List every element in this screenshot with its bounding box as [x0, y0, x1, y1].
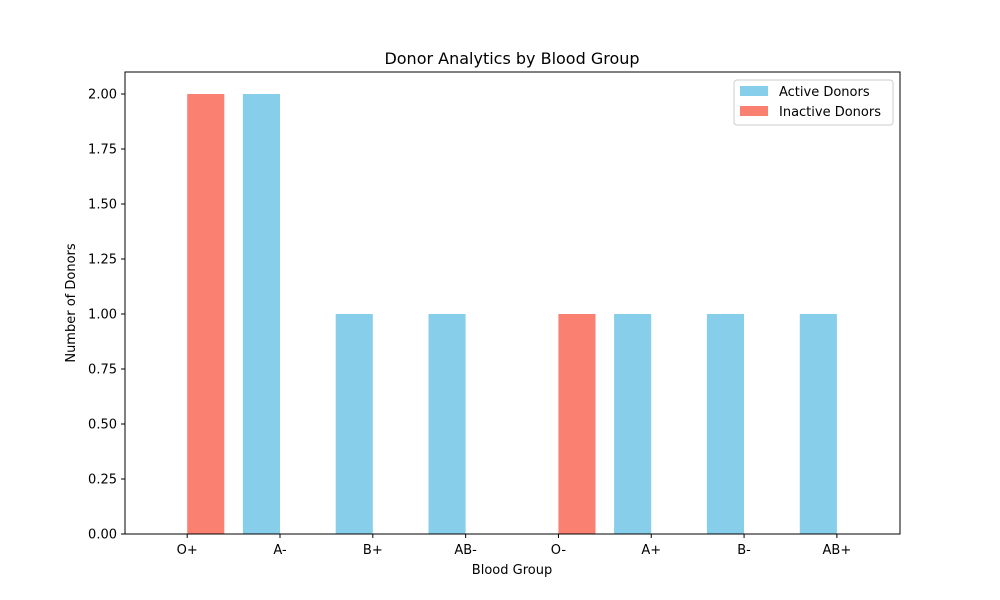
- y-tick-label: 2.00: [88, 88, 117, 103]
- x-tick-label: AB-: [454, 543, 477, 558]
- x-tick-label: AB+: [823, 543, 852, 558]
- x-axis-label: Blood Group: [472, 563, 552, 578]
- chart-title: Donor Analytics by Blood Group: [384, 49, 639, 68]
- plot-area: [187, 94, 837, 534]
- y-tick-label: 0.75: [88, 363, 117, 378]
- x-axis: O+ A- B+ AB- O- A+ B- AB+: [177, 534, 852, 558]
- legend-swatch-active-donors: [740, 86, 768, 96]
- bar-active-donors-A+: [614, 314, 652, 534]
- legend-box: [733, 79, 894, 126]
- y-axis: 0.00 0.25 0.50 0.75 1.00 1.25 1.50 1.75 2.00: [88, 88, 125, 543]
- legend-swatch-inactive-donors: [740, 106, 768, 116]
- y-tick-label: 1.75: [88, 143, 117, 158]
- legend-label-active-donors: Active Donors: [779, 85, 870, 100]
- x-tick-label: A+: [641, 543, 661, 558]
- y-axis-label: Number of Donors: [64, 243, 79, 363]
- bar-active-donors-AB+: [799, 314, 837, 534]
- y-tick-label: 0.00: [88, 528, 117, 543]
- y-tick-label: 0.50: [88, 418, 117, 433]
- y-tick-label: 1.00: [88, 308, 117, 323]
- bar-active-donors-A-: [242, 94, 280, 534]
- x-tick-label: O-: [551, 543, 567, 558]
- x-tick-label: B-: [737, 543, 751, 558]
- x-tick-label: B+: [363, 543, 383, 558]
- y-tick-label: 1.25: [88, 253, 117, 268]
- bar-inactive-donors-O-: [558, 314, 596, 534]
- y-tick-label: 0.25: [88, 473, 117, 488]
- bar-active-donors-B-: [706, 314, 744, 534]
- bar-active-donors-B+: [335, 314, 373, 534]
- x-tick-label: A-: [273, 543, 287, 558]
- legend: Active Donors Inactive Donors: [733, 79, 894, 126]
- x-tick-label: O+: [177, 543, 198, 558]
- y-tick-label: 1.50: [88, 198, 117, 213]
- bar-active-donors-AB-: [428, 314, 466, 534]
- legend-label-inactive-donors: Inactive Donors: [779, 105, 881, 120]
- plot-frame: [124, 71, 901, 535]
- bar-inactive-donors-O+: [187, 94, 225, 534]
